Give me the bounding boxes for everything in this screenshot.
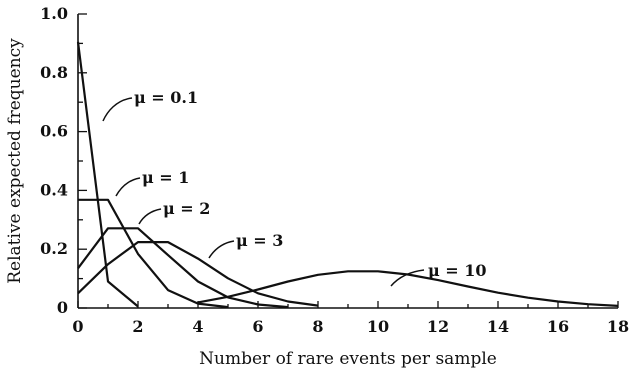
series-line-mu-0-1 — [76, 41, 139, 308]
x-axis-label: Number of rare events per sample — [199, 349, 497, 369]
series-line-mu-2 — [77, 227, 289, 309]
series-line-mu-1 — [78, 198, 229, 309]
series-label-mu-10: μ = 10 — [428, 261, 487, 280]
series-label-leader — [102, 97, 133, 122]
x-tick-label: 18 — [607, 317, 629, 336]
series-label-mu-0-1: μ = 0.1 — [134, 88, 198, 107]
axes — [77, 14, 618, 309]
series-label-leader — [208, 240, 235, 259]
series-line-mu-10 — [197, 270, 619, 307]
y-tick-label: 0.6 — [40, 122, 68, 141]
x-tick-label: 8 — [312, 317, 323, 336]
x-tick-label: 0 — [72, 317, 83, 336]
series-label-leader — [390, 269, 425, 287]
y-axis-label: Relative expected frequency — [5, 38, 25, 284]
x-tick-label: 2 — [132, 317, 143, 336]
series-label-leader — [115, 177, 141, 197]
x-ticks: 0 2 4 6 8 10 12 14 16 18 — [72, 301, 629, 336]
x-tick-label: 14 — [487, 317, 509, 336]
x-tick-label: 12 — [427, 317, 449, 336]
x-tick-label: 16 — [547, 317, 569, 336]
series-labels: μ = 0.1 μ = 1 μ = 2 μ = 3 μ = 10 — [102, 88, 487, 287]
y-tick-label: 0.8 — [40, 63, 68, 82]
y-tick-label: 0 — [57, 298, 68, 317]
series-label-leader — [138, 208, 162, 225]
series-label-mu-3: μ = 3 — [236, 231, 283, 250]
series-line-mu-3 — [77, 241, 319, 307]
x-tick-label: 4 — [192, 317, 203, 336]
series-label-mu-1: μ = 1 — [142, 168, 189, 187]
y-tick-label: 0.4 — [40, 180, 68, 199]
x-tick-label: 10 — [367, 317, 389, 336]
series-label-mu-2: μ = 2 — [163, 199, 210, 218]
y-tick-label: 0.2 — [40, 239, 68, 258]
x-tick-label: 6 — [252, 317, 263, 336]
y-tick-label: 1.0 — [40, 4, 68, 23]
y-ticks: 0 0.2 0.4 0.6 0.8 1.0 — [40, 4, 87, 317]
